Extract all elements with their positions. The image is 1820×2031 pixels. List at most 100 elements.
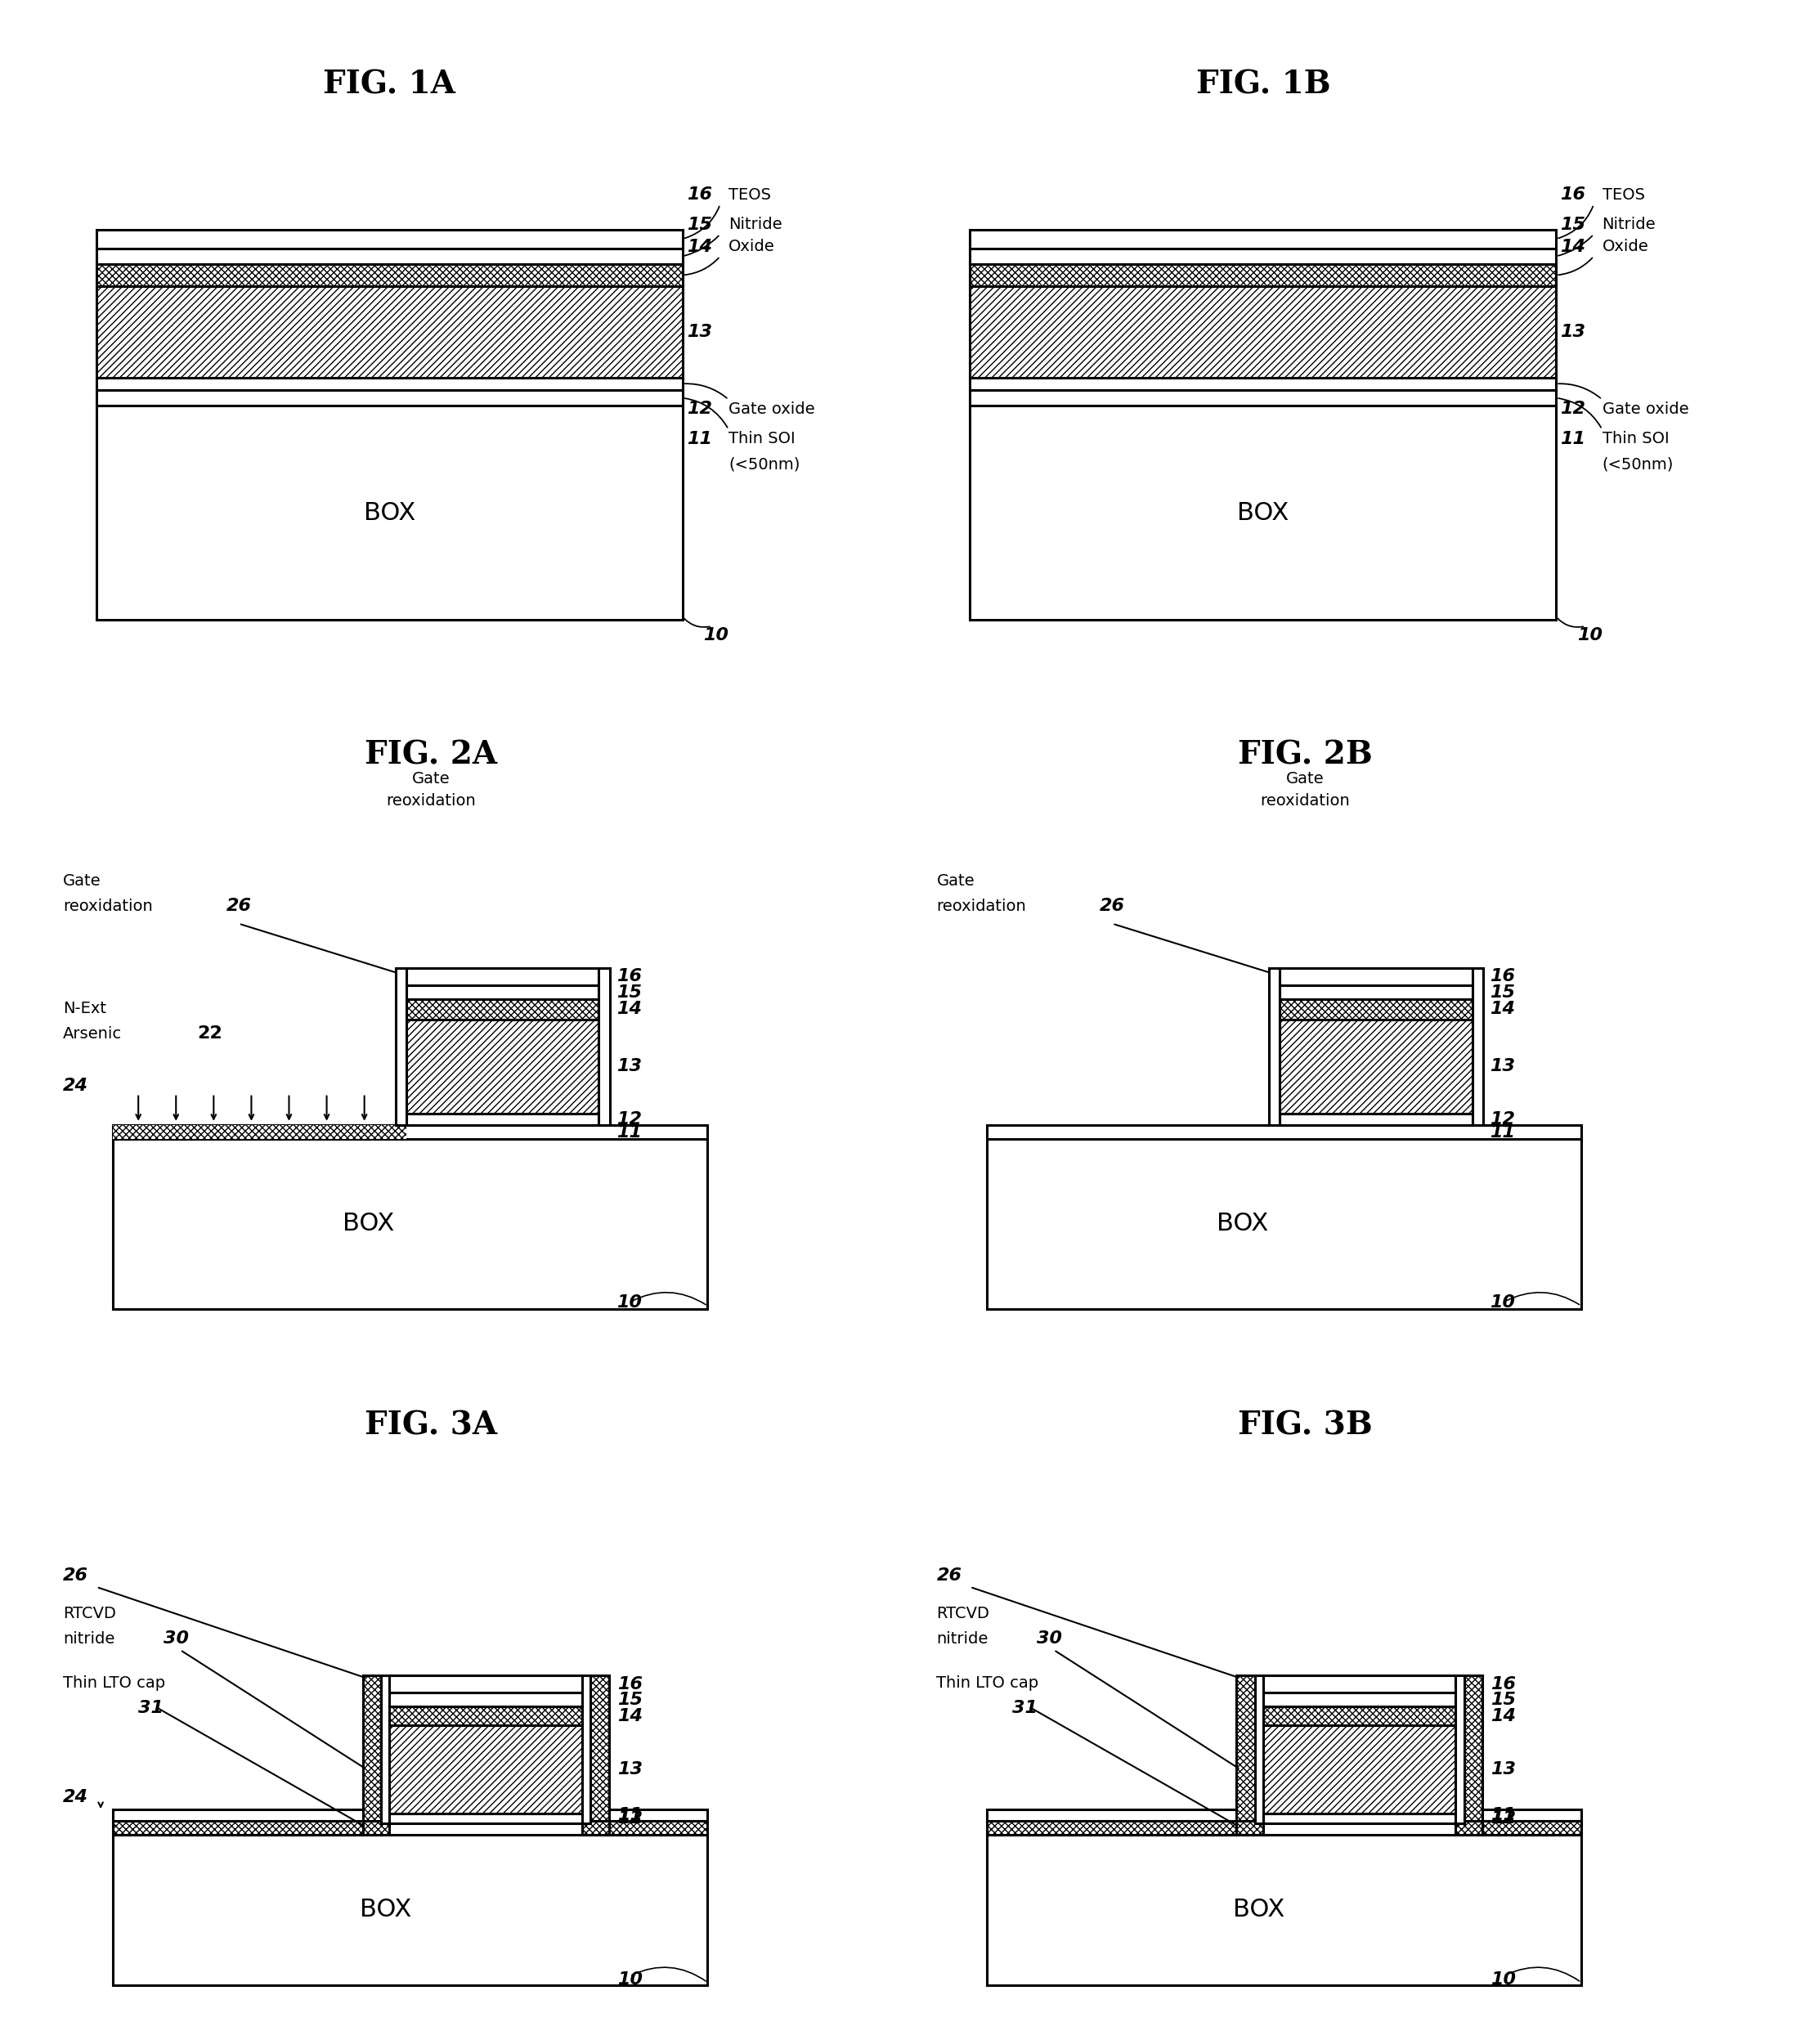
Bar	[113, 1834, 708, 1986]
Text: 26: 26	[226, 898, 251, 914]
Bar	[96, 286, 682, 378]
Bar	[610, 1820, 708, 1834]
Text: 31: 31	[138, 1700, 164, 1716]
Bar	[582, 1676, 590, 1824]
Bar	[1279, 985, 1472, 999]
Bar	[406, 1020, 599, 1113]
Bar	[1279, 1020, 1472, 1113]
Bar	[1279, 999, 1472, 1020]
Bar	[970, 248, 1556, 264]
Text: FIG. 2B: FIG. 2B	[1238, 739, 1372, 770]
Bar	[970, 230, 1556, 248]
Text: 10: 10	[704, 628, 728, 644]
Bar	[1269, 967, 1279, 1125]
Text: 14: 14	[617, 1001, 642, 1018]
Text: 24: 24	[64, 1789, 89, 1806]
Bar	[1263, 1814, 1456, 1824]
Bar	[380, 1676, 389, 1824]
Bar	[406, 985, 599, 999]
Text: 15: 15	[1491, 1692, 1516, 1708]
Text: FIG. 2A: FIG. 2A	[366, 739, 497, 770]
Text: Thin SOI: Thin SOI	[728, 431, 795, 447]
Bar	[1254, 1676, 1263, 1824]
Bar	[970, 286, 1556, 378]
Bar	[389, 1814, 582, 1824]
Text: FIG. 3B: FIG. 3B	[1238, 1410, 1372, 1440]
Bar	[970, 378, 1556, 390]
Text: Gate: Gate	[1287, 772, 1323, 786]
Bar	[1279, 1113, 1472, 1125]
Text: 11: 11	[686, 431, 712, 447]
Bar	[113, 1125, 708, 1139]
Text: Nitride: Nitride	[728, 217, 783, 232]
Text: 11: 11	[1491, 1808, 1516, 1824]
Bar	[1456, 1676, 1463, 1824]
Text: 13: 13	[617, 1058, 642, 1074]
Bar	[395, 967, 406, 1125]
Text: RTCVD: RTCVD	[937, 1607, 990, 1621]
Text: 16: 16	[1491, 969, 1516, 985]
Bar	[113, 1820, 362, 1834]
Text: BOX: BOX	[359, 1899, 411, 1921]
Bar	[1236, 1820, 1263, 1834]
Bar	[970, 264, 1556, 286]
Text: Thin LTO cap: Thin LTO cap	[64, 1676, 166, 1692]
Bar	[590, 1676, 610, 1824]
Bar	[1456, 1820, 1483, 1834]
Text: reoxidation: reoxidation	[386, 792, 477, 808]
Bar	[406, 999, 599, 1020]
Text: 26: 26	[1099, 898, 1125, 914]
Text: 16: 16	[1491, 1676, 1516, 1692]
Text: Thin SOI: Thin SOI	[1602, 431, 1669, 447]
Bar	[986, 1820, 1236, 1834]
Text: TEOS: TEOS	[728, 187, 772, 203]
Text: RTCVD: RTCVD	[64, 1607, 116, 1621]
Text: Oxide: Oxide	[1602, 240, 1649, 254]
Bar	[970, 390, 1556, 406]
Text: 10: 10	[1491, 1970, 1516, 1988]
Text: 16: 16	[617, 969, 642, 985]
Text: 13: 13	[1560, 323, 1585, 339]
Text: 14: 14	[1491, 1001, 1516, 1018]
Text: Nitride: Nitride	[1602, 217, 1656, 232]
Text: 15: 15	[686, 217, 712, 234]
Bar	[96, 378, 682, 390]
Text: 12: 12	[686, 400, 712, 416]
Text: FIG. 1A: FIG. 1A	[324, 69, 455, 100]
Bar	[1279, 967, 1472, 985]
Text: 10: 10	[1576, 628, 1602, 644]
Text: 16: 16	[1560, 187, 1585, 203]
Text: 30: 30	[1037, 1631, 1063, 1647]
Bar	[970, 406, 1556, 619]
Text: 10: 10	[617, 1970, 642, 1988]
Bar	[113, 1810, 708, 1820]
Text: 22: 22	[197, 1026, 222, 1042]
Text: BOX: BOX	[364, 502, 415, 524]
Text: Thin LTO cap: Thin LTO cap	[937, 1676, 1039, 1692]
Bar	[406, 967, 599, 985]
Text: Gate oxide: Gate oxide	[1602, 402, 1689, 416]
Text: (<50nm): (<50nm)	[1602, 457, 1674, 471]
Bar	[406, 1113, 599, 1125]
Bar	[1463, 1676, 1483, 1824]
Bar	[389, 1706, 582, 1726]
Text: FIG. 3A: FIG. 3A	[366, 1410, 497, 1440]
Text: Gate oxide: Gate oxide	[728, 402, 815, 416]
Bar	[986, 1810, 1582, 1820]
Text: (<50nm): (<50nm)	[728, 457, 801, 471]
Bar	[1263, 1706, 1456, 1726]
Bar	[1263, 1692, 1456, 1706]
Text: 10: 10	[617, 1294, 642, 1310]
Text: nitride: nitride	[64, 1631, 115, 1647]
Text: BOX: BOX	[1216, 1213, 1269, 1235]
Bar	[96, 264, 682, 286]
Text: 11: 11	[1560, 431, 1585, 447]
Text: reoxidation: reoxidation	[64, 900, 153, 914]
Text: 15: 15	[1560, 217, 1585, 234]
Text: reoxidation: reoxidation	[1259, 792, 1350, 808]
Text: 13: 13	[686, 323, 712, 339]
Bar	[986, 1834, 1582, 1986]
Bar	[362, 1676, 380, 1824]
Text: 12: 12	[1491, 1111, 1516, 1127]
Text: Oxide: Oxide	[728, 240, 775, 254]
